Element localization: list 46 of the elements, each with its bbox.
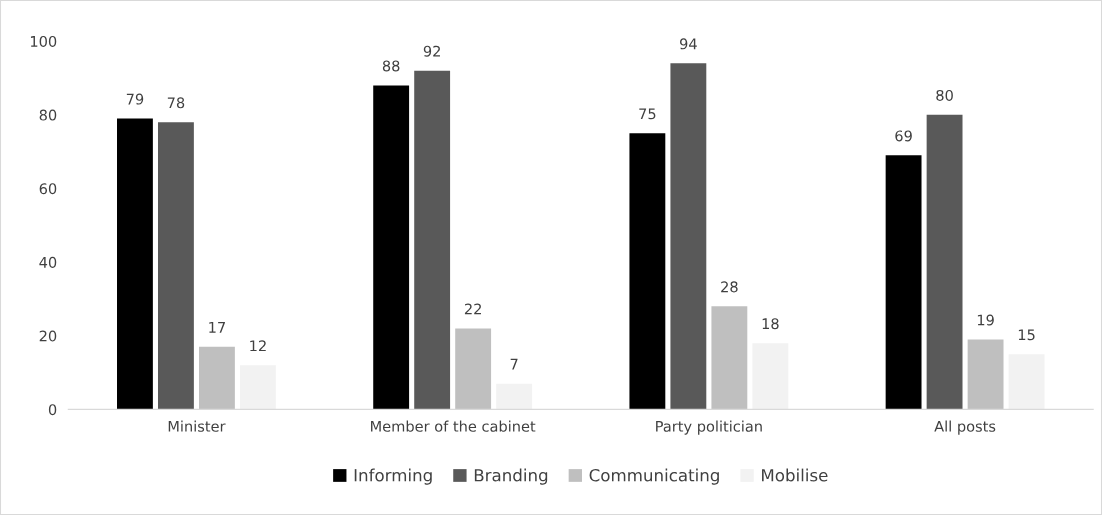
data-label: 79 (126, 93, 144, 105)
data-label: 78 (167, 97, 185, 109)
data-label: 92 (423, 45, 440, 57)
data-label: 75 (639, 108, 656, 120)
y-tick-label: 80 (39, 109, 57, 121)
data-label: 69 (895, 130, 912, 142)
data-label: 88 (382, 60, 400, 72)
data-label: 28 (721, 281, 738, 293)
bar (158, 122, 194, 410)
bar (629, 133, 666, 410)
y-tick-label: 60 (39, 183, 57, 195)
x-tick-label: Member of the cabinet (371, 420, 536, 432)
data-label: 12 (250, 340, 266, 352)
bar (496, 383, 533, 410)
data-label: 80 (936, 89, 953, 101)
data-label: 17 (209, 322, 225, 333)
bar (926, 114, 963, 410)
data-label: 22 (464, 303, 481, 315)
bar (967, 339, 1004, 410)
y-tick-label: 0 (48, 404, 57, 416)
data-label: 15 (1018, 329, 1035, 341)
bar (373, 85, 410, 410)
bar (670, 63, 707, 410)
data-label: 7 (510, 358, 518, 370)
x-tick-label: Minister (168, 420, 226, 432)
legend-label: Branding (474, 468, 548, 485)
bar (711, 306, 748, 410)
legend-label: Mobilise (762, 468, 828, 482)
data-label: 94 (680, 38, 697, 50)
legend-label: Communicating (589, 468, 719, 485)
bar (1008, 354, 1045, 410)
data-label: 19 (977, 314, 994, 326)
bar (239, 365, 276, 410)
bar (198, 346, 235, 410)
legend-label: Informing (354, 468, 432, 485)
bar (117, 118, 153, 410)
y-tick-label: 100 (30, 35, 57, 47)
bar (414, 70, 451, 410)
bar (885, 155, 922, 410)
bar (752, 343, 789, 410)
bar (455, 328, 492, 410)
x-tick-label: All posts (934, 420, 996, 435)
data-label: 18 (762, 318, 779, 330)
x-tick-label: Party politician (656, 420, 762, 435)
y-tick-label: 40 (39, 256, 57, 268)
y-tick-label: 20 (39, 330, 57, 342)
